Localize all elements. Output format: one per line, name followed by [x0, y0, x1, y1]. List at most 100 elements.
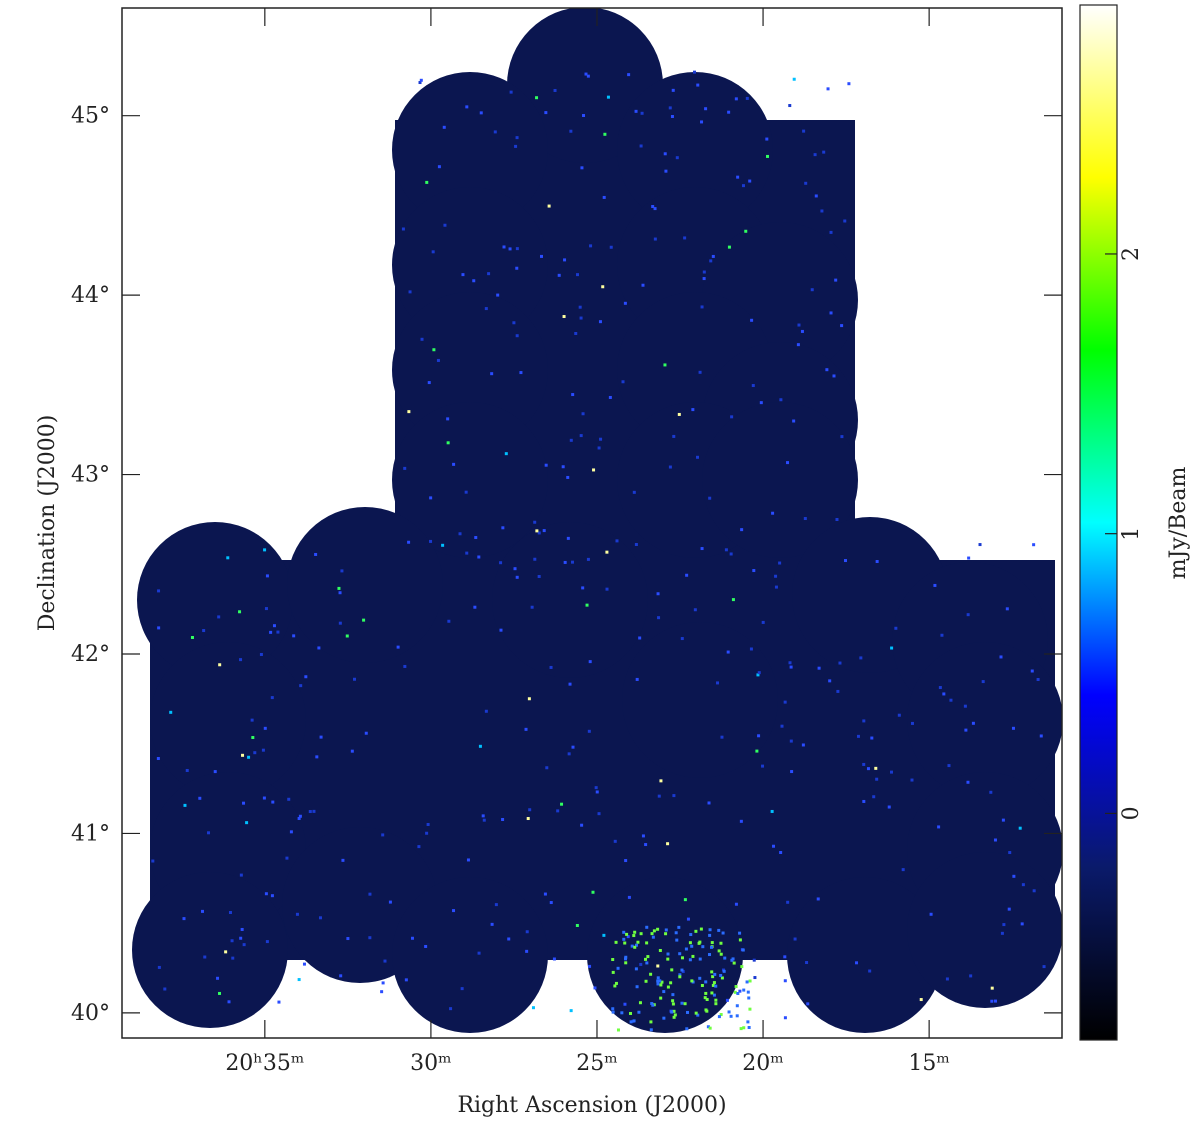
noise-pixel	[315, 755, 319, 759]
noise-pixel	[826, 87, 830, 91]
noise-pixel	[664, 932, 668, 936]
noise-pixel	[740, 965, 744, 969]
noise-pixel	[708, 928, 712, 932]
noise-pixel	[407, 540, 411, 544]
noise-pixel	[581, 412, 585, 416]
noise-pixel	[720, 976, 724, 980]
noise-pixel	[714, 998, 718, 1002]
noise-pixel	[724, 548, 728, 552]
noise-pixel	[1042, 965, 1046, 969]
noise-pixel	[644, 843, 648, 847]
noise-pixel	[586, 557, 590, 561]
noise-pixel	[599, 437, 603, 441]
noise-pixel	[704, 991, 708, 995]
noise-pixel	[605, 587, 609, 591]
noise-pixel	[635, 677, 639, 681]
noise-pixel	[493, 130, 497, 134]
noise-pixel	[569, 1009, 573, 1013]
noise-pixel	[645, 925, 649, 929]
pointing	[787, 877, 943, 1033]
noise-pixel	[637, 1010, 641, 1014]
noise-pixel	[1036, 677, 1040, 681]
noise-pixel	[350, 749, 354, 753]
noise-pixel	[716, 681, 720, 685]
noise-pixel	[783, 700, 787, 704]
noise-pixel	[317, 646, 321, 650]
noise-pixel	[169, 710, 173, 714]
noise-pixel	[847, 82, 851, 86]
noise-pixel	[251, 736, 255, 740]
colorbar-label: mJy/Beam	[1166, 467, 1191, 580]
noise-pixel	[699, 927, 703, 931]
x-tick-label: 15ᵐ	[908, 1051, 950, 1076]
noise-pixel	[253, 751, 257, 755]
noise-pixel	[697, 941, 701, 945]
noise-pixel	[707, 801, 711, 805]
noise-pixel	[649, 1020, 653, 1024]
noise-pixel	[698, 976, 702, 980]
pointing	[907, 642, 1062, 798]
noise-pixel	[227, 1000, 231, 1004]
noise-pixel	[537, 531, 541, 535]
noise-pixel	[449, 1007, 453, 1011]
noise-pixel	[289, 830, 293, 834]
noise-pixel	[711, 983, 715, 987]
noise-pixel	[515, 334, 519, 338]
noise-pixel	[701, 945, 705, 949]
noise-pixel	[298, 814, 302, 818]
noise-pixel	[656, 976, 660, 980]
pointing	[287, 507, 443, 663]
noise-pixel	[683, 898, 687, 902]
noise-pixel	[584, 72, 588, 76]
noise-pixel	[736, 992, 740, 996]
noise-pixel	[597, 446, 601, 450]
noise-pixel	[636, 940, 640, 944]
noise-pixel	[722, 969, 726, 973]
noise-pixel	[151, 859, 155, 863]
noise-pixel	[533, 557, 537, 561]
colorbar-tick-label: 2	[1119, 247, 1144, 261]
noise-pixel	[700, 547, 704, 551]
noise-pixel	[761, 620, 765, 624]
noise-pixel	[803, 517, 807, 521]
noise-pixel	[388, 900, 392, 904]
noise-pixel	[245, 821, 249, 825]
x-tick-label: 30ᵐ	[410, 1051, 452, 1076]
noise-pixel	[834, 278, 838, 282]
y-tick-label: 42°	[71, 642, 110, 667]
noise-pixel	[526, 817, 530, 821]
noise-pixel	[774, 585, 778, 589]
noise-pixel	[786, 461, 790, 465]
noise-pixel	[603, 132, 607, 136]
noise-pixel	[937, 825, 941, 829]
noise-pixel	[710, 970, 714, 974]
noise-pixel	[670, 115, 674, 119]
noise-pixel	[688, 958, 692, 962]
noise-pixel	[1007, 907, 1011, 911]
noise-pixel	[651, 1003, 655, 1007]
noise-pixel	[748, 979, 752, 983]
noise-pixel	[700, 120, 704, 124]
noise-pixel	[964, 728, 968, 732]
noise-pixel	[646, 955, 650, 959]
noise-pixel	[825, 368, 829, 372]
noise-pixel	[659, 996, 663, 1000]
noise-pixel	[678, 973, 682, 977]
noise-pixel	[530, 605, 534, 609]
noise-pixel	[742, 1026, 746, 1030]
noise-pixel	[673, 1013, 677, 1017]
noise-pixel	[627, 73, 631, 77]
noise-pixel	[458, 532, 462, 536]
noise-pixel	[425, 180, 429, 184]
noise-pixel	[588, 964, 592, 968]
noise-pixel	[218, 663, 222, 667]
noise-pixel	[1000, 931, 1004, 935]
noise-pixel	[442, 125, 446, 129]
noise-pixel	[744, 229, 748, 233]
noise-pixel	[239, 873, 243, 877]
noise-pixel	[675, 156, 679, 160]
noise-pixel	[623, 941, 627, 945]
noise-pixel	[525, 949, 529, 953]
noise-pixel	[183, 803, 187, 807]
noise-pixel	[668, 106, 672, 110]
